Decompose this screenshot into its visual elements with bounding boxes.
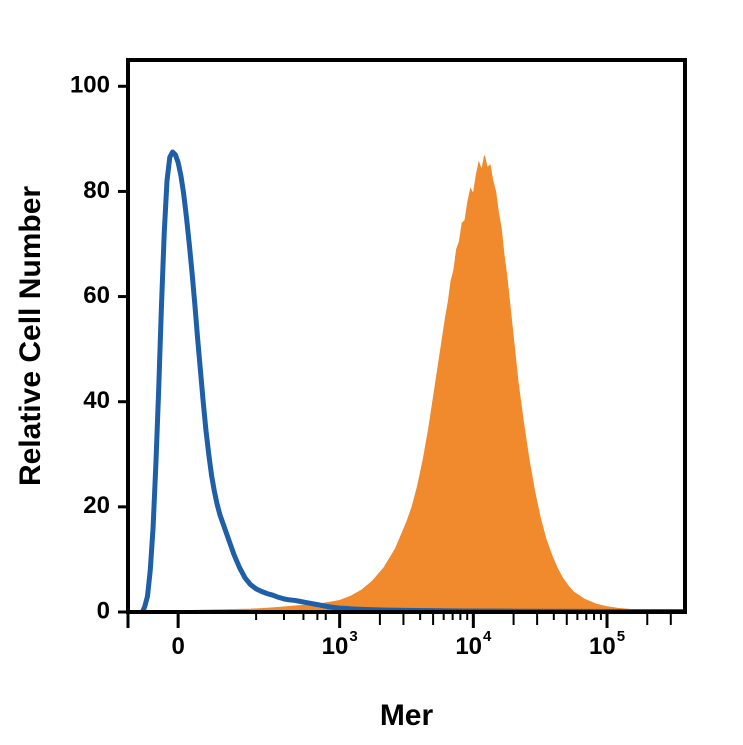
chart-container: 0 20 40 60 80 100 Relative Cell Number 0 103 104 1… — [0, 0, 743, 745]
y-tick-label: 80 — [83, 177, 110, 204]
y-tick-label: 20 — [83, 492, 110, 519]
histogram-chart: 0 20 40 60 80 100 Relative Cell Number 0 103 104 1… — [0, 0, 743, 745]
y-tick-label: 60 — [83, 282, 110, 309]
y-axis-label: Relative Cell Number — [14, 186, 47, 486]
x-tick-label: 104 — [455, 628, 492, 660]
x-tick-label: 103 — [322, 628, 358, 660]
series-stained — [128, 156, 685, 612]
x-tick-label: 0 — [171, 633, 184, 660]
y-tick-label: 0 — [97, 597, 110, 624]
x-axis-label: Mer — [380, 699, 434, 732]
x-tick-label: 105 — [589, 628, 625, 660]
y-tick-label: 100 — [70, 72, 110, 99]
y-tick-label: 40 — [83, 387, 110, 414]
